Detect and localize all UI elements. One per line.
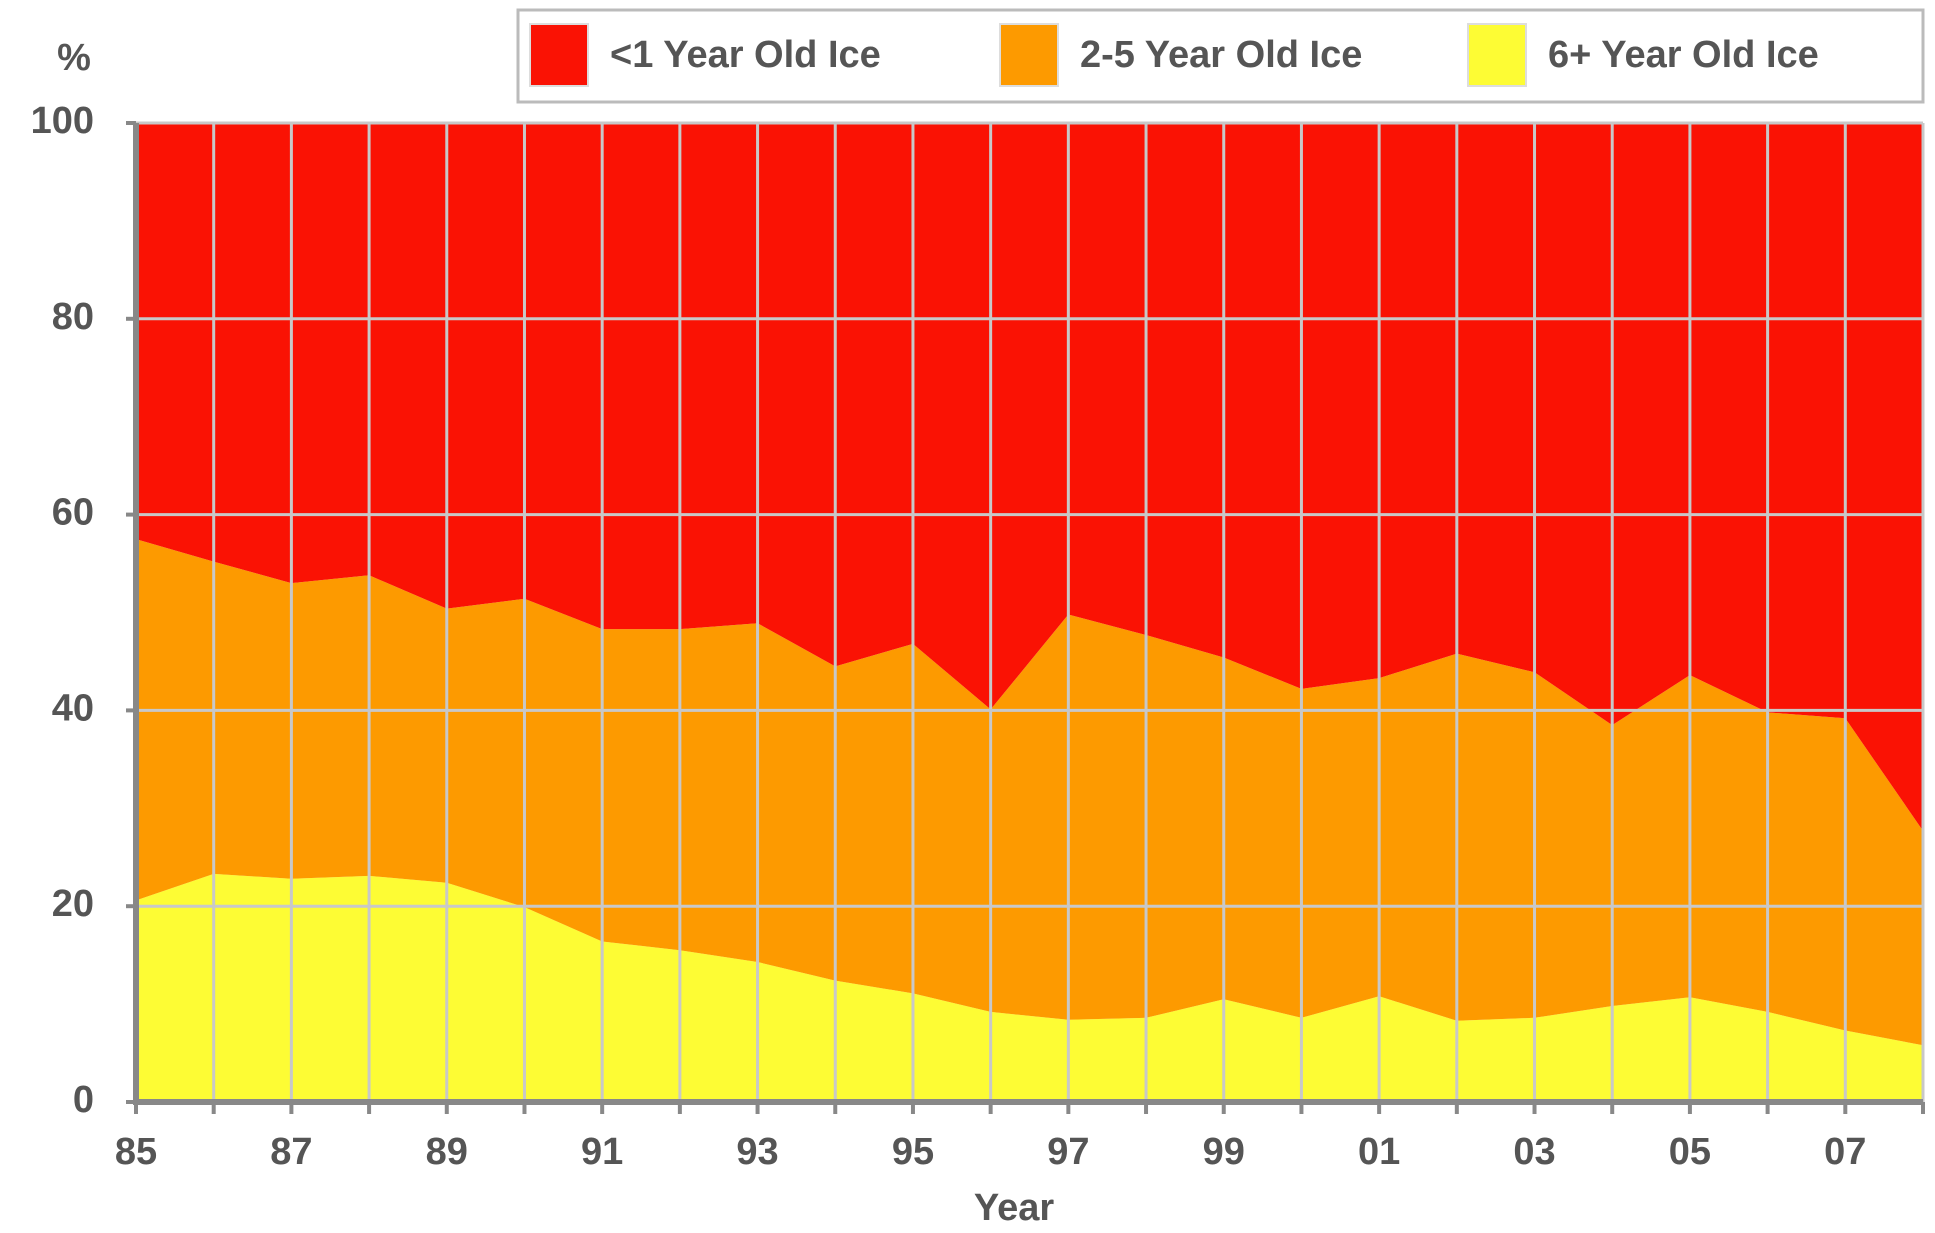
x-axis-label: Year <box>974 1187 1055 1229</box>
y-tick-label: 80 <box>52 296 94 338</box>
x-tick-label: 93 <box>736 1131 778 1173</box>
legend-box <box>516 8 1925 104</box>
x-tick-label: 03 <box>1513 1131 1555 1173</box>
y-tick-label: 40 <box>52 687 94 729</box>
y-axis-label: % <box>57 37 91 79</box>
x-tick-label: 89 <box>426 1131 468 1173</box>
y-tick-label: 60 <box>52 492 94 534</box>
area <box>136 123 1923 831</box>
x-tick-label: 85 <box>115 1131 157 1173</box>
legend-swatch <box>999 23 1059 87</box>
x-tick-label: 91 <box>581 1131 623 1173</box>
legend-swatch <box>529 23 589 87</box>
x-tick-label: 95 <box>892 1131 934 1173</box>
x-tick-label: 97 <box>1047 1131 1089 1173</box>
x-tick-label: 87 <box>270 1131 312 1173</box>
x-tick-label: 05 <box>1669 1131 1711 1173</box>
legend-swatch <box>1467 23 1527 87</box>
y-tick-label: 100 <box>31 100 94 142</box>
y-tick-label: 0 <box>73 1079 94 1121</box>
legend-label: 6+ Year Old Ice <box>1548 34 1819 76</box>
legend-label: <1 Year Old Ice <box>610 34 881 76</box>
area <box>136 873 1923 1102</box>
x-tick-label: 07 <box>1824 1131 1866 1173</box>
legend-label: 2-5 Year Old Ice <box>1080 34 1362 76</box>
y-tick-label: 20 <box>52 883 94 925</box>
x-tick-label: 01 <box>1358 1131 1400 1173</box>
area <box>136 539 1923 1046</box>
x-tick-label: 99 <box>1203 1131 1245 1173</box>
